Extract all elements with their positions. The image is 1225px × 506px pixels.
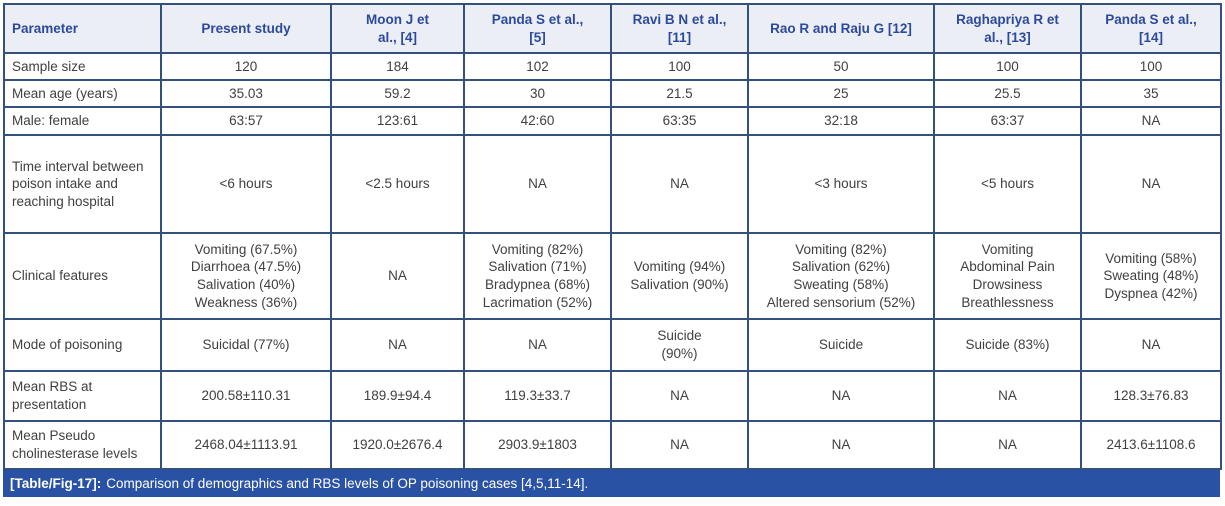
table-row-male-female: Male: female 63:57 123:61 42:60 63:35 32…: [3, 106, 1222, 136]
cell: 35: [1080, 79, 1222, 108]
cell: Suicide (83%): [933, 318, 1082, 372]
column-header-panda-5: Panda S et al., [5]: [463, 3, 612, 54]
cell: Vomiting (67.5%) Diarrhoea (47.5%) Saliv…: [160, 232, 332, 320]
cell: NA: [747, 420, 935, 470]
table-row-clinical-features: Clinical features Vomiting (67.5%) Diarr…: [3, 232, 1222, 320]
table-row-pseudocholinesterase: Mean Pseudo cholinesterase levels 2468.0…: [3, 420, 1222, 470]
column-header-moon: Moon J et al., [4]: [330, 3, 465, 54]
cell: Vomiting Abdominal Pain Drowsiness Breat…: [933, 232, 1082, 320]
cell: 50: [747, 52, 935, 81]
cell: <2.5 hours: [330, 134, 465, 234]
cell: NA: [1080, 106, 1222, 136]
cell: 2468.04±1113.91: [160, 420, 332, 470]
column-header-rao-raju: Rao R and Raju G [12]: [747, 3, 935, 54]
table-caption-text: Comparison of demographics and RBS level…: [106, 476, 589, 491]
cell: 63:37: [933, 106, 1082, 136]
cell: 35.03: [160, 79, 332, 108]
row-label: Mean Pseudo cholinesterase levels: [3, 420, 162, 470]
table-figure: Parameter Present study Moon J et al., […: [3, 3, 1222, 497]
cell: 100: [1080, 52, 1222, 81]
cell: <6 hours: [160, 134, 332, 234]
table-row-time-interval: Time interval between poison intake and …: [3, 134, 1222, 234]
cell: 63:35: [610, 106, 749, 136]
cell: Vomiting (82%) Salivation (71%) Bradypne…: [463, 232, 612, 320]
row-label: Mean RBS at presentation: [3, 370, 162, 422]
cell: Suicide: [747, 318, 935, 372]
comparison-table: Parameter Present study Moon J et al., […: [3, 3, 1222, 470]
cell: NA: [610, 370, 749, 422]
cell: 59.2: [330, 79, 465, 108]
row-label: Male: female: [3, 106, 162, 136]
cell: 21.5: [610, 79, 749, 108]
header-row: Parameter Present study Moon J et al., […: [3, 3, 1222, 54]
cell: NA: [330, 318, 465, 372]
row-label: Sample size: [3, 52, 162, 81]
cell: 100: [933, 52, 1082, 81]
cell: Vomiting (82%) Salivation (62%) Sweating…: [747, 232, 935, 320]
cell: 32:18: [747, 106, 935, 136]
cell: NA: [610, 134, 749, 234]
table-caption-label: [Table/Fig-17]:: [10, 476, 102, 491]
table-caption: [Table/Fig-17]: Comparison of demographi…: [3, 470, 1220, 497]
cell: 100: [610, 52, 749, 81]
column-header-ravi: Ravi B N et al., [11]: [610, 3, 749, 54]
cell: NA: [463, 318, 612, 372]
table-row-sample-size: Sample size 120 184 102 100 50 100 100: [3, 52, 1222, 81]
column-header-panda-14: Panda S et al., [14]: [1080, 3, 1222, 54]
cell: NA: [933, 420, 1082, 470]
cell: 128.3±76.83: [1080, 370, 1222, 422]
cell: NA: [610, 420, 749, 470]
cell: 102: [463, 52, 612, 81]
table-row-mean-rbs: Mean RBS at presentation 200.58±110.31 1…: [3, 370, 1222, 422]
cell: 1920.0±2676.4: [330, 420, 465, 470]
cell: 25: [747, 79, 935, 108]
cell: Suicide (90%): [610, 318, 749, 372]
cell: <5 hours: [933, 134, 1082, 234]
cell: Suicidal (77%): [160, 318, 332, 372]
cell: NA: [1080, 318, 1222, 372]
cell: NA: [463, 134, 612, 234]
cell: Vomiting (58%) Sweating (48%) Dyspnea (4…: [1080, 232, 1222, 320]
cell: 63:57: [160, 106, 332, 136]
column-header-present-study: Present study: [160, 3, 332, 54]
column-header-raghapriya: Raghapriya R et al., [13]: [933, 3, 1082, 54]
cell: 42:60: [463, 106, 612, 136]
cell: 200.58±110.31: [160, 370, 332, 422]
cell: NA: [933, 370, 1082, 422]
cell: 119.3±33.7: [463, 370, 612, 422]
cell: 30: [463, 79, 612, 108]
cell: Vomiting (94%) Salivation (90%): [610, 232, 749, 320]
cell: 184: [330, 52, 465, 81]
cell: 189.9±94.4: [330, 370, 465, 422]
cell: NA: [1080, 134, 1222, 234]
cell: 2413.6±1108.6: [1080, 420, 1222, 470]
cell: NA: [747, 370, 935, 422]
cell: 123:61: [330, 106, 465, 136]
row-label: Mean age (years): [3, 79, 162, 108]
table-row-mode-of-poisoning: Mode of poisoning Suicidal (77%) NA NA S…: [3, 318, 1222, 372]
cell: <3 hours: [747, 134, 935, 234]
table-row-mean-age: Mean age (years) 35.03 59.2 30 21.5 25 2…: [3, 79, 1222, 108]
row-label: Clinical features: [3, 232, 162, 320]
cell: 120: [160, 52, 332, 81]
cell: 2903.9±1803: [463, 420, 612, 470]
row-label: Time interval between poison intake and …: [3, 134, 162, 234]
row-label: Mode of poisoning: [3, 318, 162, 372]
cell: 25.5: [933, 79, 1082, 108]
cell: NA: [330, 232, 465, 320]
column-header-parameter: Parameter: [3, 3, 162, 54]
